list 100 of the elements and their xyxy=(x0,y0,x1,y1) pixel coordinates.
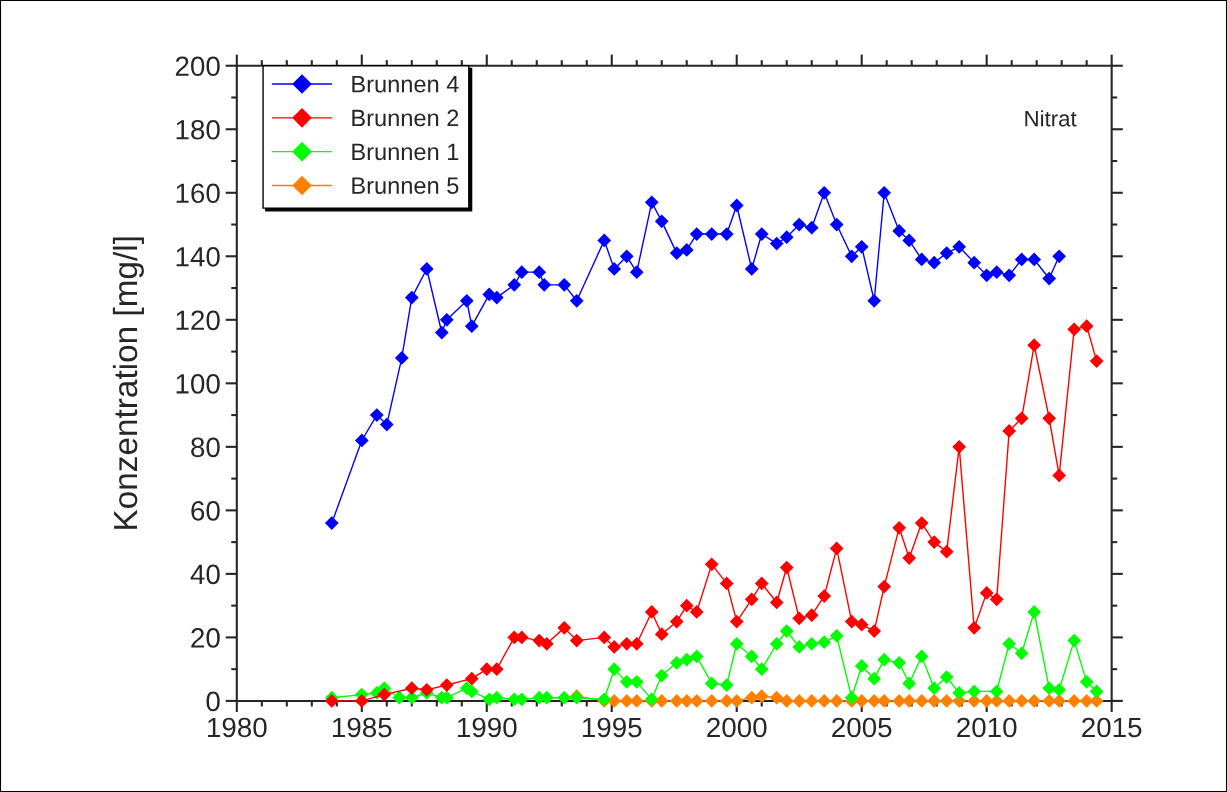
point xyxy=(704,676,719,691)
point xyxy=(877,185,892,200)
point xyxy=(537,278,552,292)
point xyxy=(939,694,954,708)
point xyxy=(569,293,584,308)
y-tick-label: 180 xyxy=(176,119,220,140)
point xyxy=(464,671,479,686)
y-tick-label: 0 xyxy=(206,691,220,712)
point xyxy=(867,624,882,638)
point xyxy=(967,621,982,635)
point xyxy=(1067,322,1082,337)
point xyxy=(769,690,784,705)
point xyxy=(892,655,907,670)
point xyxy=(779,560,794,575)
y-tick-label: 80 xyxy=(191,437,220,458)
point xyxy=(654,627,669,642)
point xyxy=(607,662,622,677)
x-tick-label: 1995 xyxy=(582,717,642,738)
point xyxy=(829,628,844,643)
point xyxy=(489,290,504,305)
point xyxy=(1052,682,1067,697)
point xyxy=(877,694,892,708)
legend-label: Brunnen 1 xyxy=(352,143,459,161)
point xyxy=(844,690,859,705)
point xyxy=(927,681,942,696)
point xyxy=(1014,411,1029,426)
point xyxy=(792,640,807,654)
point xyxy=(952,686,967,700)
point xyxy=(1052,249,1067,264)
legend-label: Brunnen 2 xyxy=(352,109,459,127)
point xyxy=(1089,694,1104,708)
point xyxy=(989,694,1004,708)
point xyxy=(914,252,929,267)
point xyxy=(779,624,794,638)
y-tick-label: 20 xyxy=(191,628,220,648)
point xyxy=(607,640,622,654)
x-tick-label: 2015 xyxy=(1082,717,1142,738)
point xyxy=(719,227,734,241)
point xyxy=(989,592,1004,607)
point xyxy=(1052,468,1067,483)
point xyxy=(404,681,419,696)
point xyxy=(902,676,917,691)
point xyxy=(729,694,744,708)
point xyxy=(989,265,1004,280)
point xyxy=(804,608,819,623)
point xyxy=(679,598,694,613)
point xyxy=(1079,674,1094,689)
point xyxy=(844,249,859,264)
point xyxy=(629,636,644,651)
point xyxy=(729,636,744,651)
point xyxy=(1027,694,1042,708)
point xyxy=(507,278,522,292)
point xyxy=(439,678,454,692)
point xyxy=(369,408,384,422)
point xyxy=(644,605,659,619)
y-tick-label: 140 xyxy=(176,246,220,267)
point xyxy=(844,614,859,629)
point xyxy=(1089,684,1104,699)
point xyxy=(1042,681,1057,696)
point xyxy=(1052,694,1067,708)
legend-label: Brunnen 5 xyxy=(352,177,459,194)
point xyxy=(892,520,907,535)
point xyxy=(979,268,994,283)
y-tick-label: 200 xyxy=(175,56,220,77)
point xyxy=(744,262,759,276)
point xyxy=(434,325,449,340)
y-tick-label: 60 xyxy=(191,501,220,521)
point xyxy=(464,319,479,334)
point xyxy=(902,233,917,248)
point xyxy=(1042,271,1057,286)
x-tick-label: 1990 xyxy=(457,717,517,738)
point xyxy=(729,198,744,213)
point xyxy=(867,671,882,686)
y-tick-label: 120 xyxy=(176,310,220,331)
x-tick-label: 2000 xyxy=(707,717,767,738)
legend-label: Brunnen 4 xyxy=(352,76,459,93)
point xyxy=(989,684,1004,699)
point xyxy=(1002,268,1017,283)
point xyxy=(817,635,832,650)
point xyxy=(792,611,807,626)
point xyxy=(829,217,844,232)
point xyxy=(607,262,622,276)
point xyxy=(939,544,954,559)
point xyxy=(927,255,942,270)
point xyxy=(1079,319,1094,334)
point xyxy=(679,652,694,667)
point xyxy=(654,214,669,229)
point xyxy=(754,662,769,677)
point xyxy=(1014,646,1029,661)
annotation: Nitrat xyxy=(1025,110,1077,127)
point xyxy=(689,649,704,664)
point xyxy=(952,439,967,454)
y-axis-title: Konzentration [mg/l] xyxy=(112,237,144,529)
point xyxy=(1067,633,1082,648)
point xyxy=(867,293,882,308)
point xyxy=(704,557,719,572)
point xyxy=(754,227,769,241)
point xyxy=(804,636,819,651)
point xyxy=(1014,252,1029,267)
x-tick-label: 2005 xyxy=(832,717,892,738)
